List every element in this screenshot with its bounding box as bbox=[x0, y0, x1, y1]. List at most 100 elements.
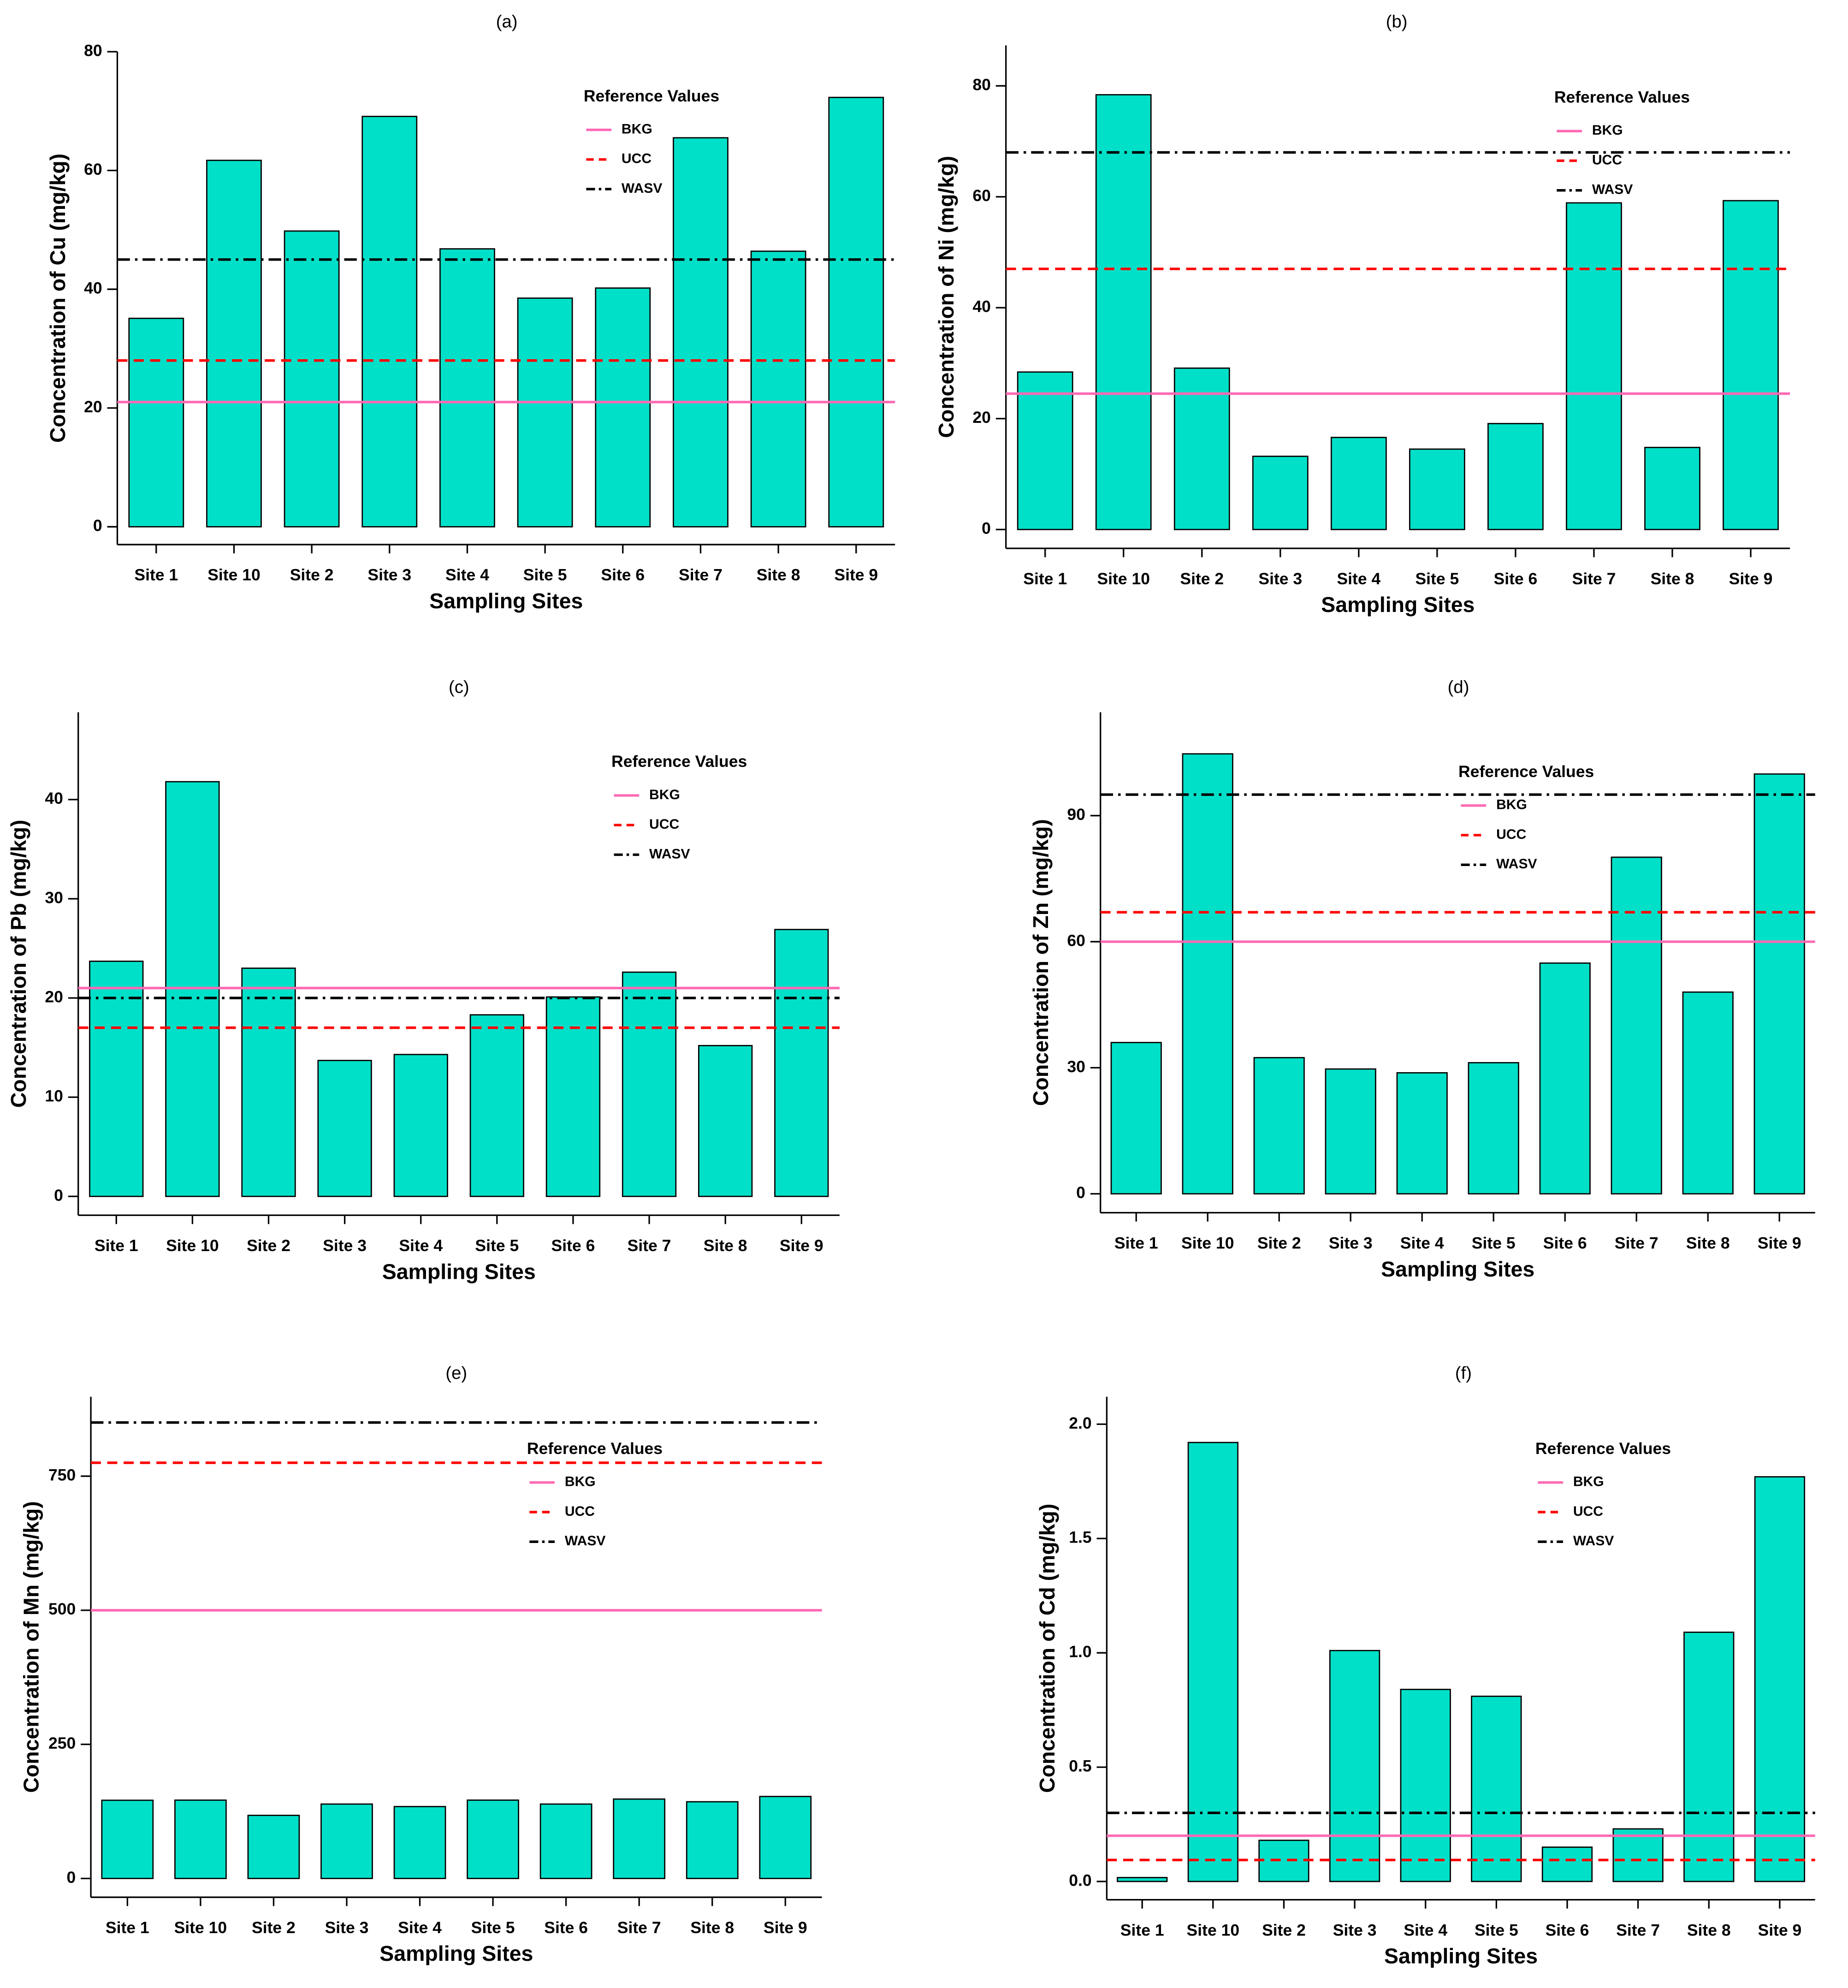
x-tick-label: Site 7 bbox=[1616, 1921, 1660, 1939]
y-tick-label: 40 bbox=[84, 279, 102, 297]
x-tick-label: Site 3 bbox=[323, 1236, 367, 1255]
x-tick-label: Site 5 bbox=[1472, 1234, 1516, 1252]
bar bbox=[393, 1806, 446, 1879]
legend-title: Reference Values bbox=[611, 752, 747, 771]
bar bbox=[517, 297, 573, 528]
bar bbox=[1644, 446, 1700, 530]
x-tick-label: Site 10 bbox=[174, 1918, 227, 1937]
x-tick-label: Site 3 bbox=[367, 566, 411, 584]
bar bbox=[673, 137, 729, 528]
y-tick-label: 40 bbox=[972, 297, 991, 316]
bar bbox=[1723, 200, 1779, 530]
legend-label: WASV bbox=[1573, 1533, 1614, 1549]
x-tick-label: Site 2 bbox=[1257, 1234, 1301, 1252]
legend-label: BKG bbox=[649, 787, 680, 802]
x-tick-label: Site 1 bbox=[95, 1236, 138, 1255]
bar bbox=[1683, 1632, 1735, 1882]
chart-title: (e) bbox=[445, 1363, 467, 1383]
x-tick-label: Site 3 bbox=[325, 1918, 369, 1937]
x-tick-label: Site 4 bbox=[399, 1236, 443, 1255]
x-tick-label: Site 7 bbox=[628, 1236, 671, 1255]
x-tick-label: Site 9 bbox=[1758, 1234, 1801, 1252]
bar bbox=[1753, 773, 1805, 1195]
legend-label: WASV bbox=[649, 846, 690, 861]
x-axis-label: Sampling Sites bbox=[429, 589, 583, 613]
bar bbox=[622, 971, 677, 1197]
x-tick-label: Site 9 bbox=[834, 566, 878, 584]
legend-label: BKG bbox=[1496, 797, 1527, 813]
x-tick-label: Site 5 bbox=[1415, 570, 1459, 588]
x-tick-label: Site 6 bbox=[1543, 1234, 1587, 1252]
x-axis-label: Sampling Sites bbox=[1321, 593, 1475, 617]
legend-label: UCC bbox=[1573, 1504, 1603, 1519]
bar bbox=[1187, 1442, 1238, 1882]
bar bbox=[1611, 856, 1662, 1195]
bar bbox=[1471, 1696, 1522, 1882]
legend-title: Reference Values bbox=[1458, 762, 1594, 781]
x-tick-label: Site 6 bbox=[1494, 570, 1538, 588]
x-tick-label: Site 1 bbox=[1114, 1234, 1158, 1252]
x-tick-label: Site 6 bbox=[544, 1918, 588, 1937]
x-tick-label: Site 10 bbox=[166, 1236, 219, 1255]
x-tick-label: Site 9 bbox=[764, 1918, 807, 1937]
x-tick-label: Site 7 bbox=[1572, 570, 1616, 588]
x-axis-label: Sampling Sites bbox=[1384, 1944, 1538, 1968]
y-tick-label: 80 bbox=[84, 41, 102, 59]
y-tick-label: 0 bbox=[982, 519, 991, 538]
legend-label: BKG bbox=[1592, 123, 1623, 138]
bar bbox=[1017, 371, 1073, 530]
y-tick-label: 0.5 bbox=[1069, 1757, 1091, 1775]
y-tick-label: 60 bbox=[84, 160, 102, 178]
y-axis-label: Concentration of Ni (mg/kg) bbox=[934, 156, 958, 438]
y-tick-label: 1.5 bbox=[1069, 1528, 1091, 1547]
bar bbox=[774, 929, 829, 1197]
x-tick-label: Site 5 bbox=[523, 566, 567, 584]
legend-label: WASV bbox=[622, 181, 663, 196]
x-tick-label: Site 9 bbox=[1758, 1921, 1802, 1939]
y-tick-label: 20 bbox=[972, 408, 991, 427]
bar bbox=[1329, 1650, 1380, 1882]
bar bbox=[759, 1796, 812, 1879]
bar bbox=[317, 1060, 372, 1197]
chart-title: (c) bbox=[449, 677, 469, 697]
bar bbox=[1400, 1689, 1451, 1882]
chart-title: (b) bbox=[1386, 12, 1408, 31]
x-tick-label: Site 7 bbox=[1615, 1234, 1658, 1252]
x-tick-label: Site 5 bbox=[475, 1236, 519, 1255]
x-tick-label: Site 1 bbox=[134, 566, 178, 584]
bar bbox=[750, 250, 806, 528]
bar bbox=[284, 230, 340, 528]
bar bbox=[1682, 991, 1734, 1195]
bar bbox=[1754, 1476, 1806, 1882]
bar bbox=[1409, 448, 1465, 530]
bar bbox=[1566, 202, 1622, 530]
legend-title: Reference Values bbox=[527, 1439, 663, 1458]
bar bbox=[1095, 94, 1152, 530]
bar bbox=[1252, 456, 1309, 530]
bar bbox=[613, 1798, 666, 1879]
x-tick-label: Site 6 bbox=[601, 566, 645, 584]
bar bbox=[469, 1014, 524, 1197]
y-tick-label: 0 bbox=[66, 1868, 76, 1887]
x-tick-label: Site 6 bbox=[1546, 1921, 1589, 1939]
y-tick-label: 60 bbox=[972, 186, 991, 205]
chart-title: (a) bbox=[496, 12, 518, 31]
x-tick-label: Site 1 bbox=[106, 1918, 149, 1937]
x-axis-label: Sampling Sites bbox=[382, 1259, 536, 1283]
y-tick-label: 80 bbox=[972, 76, 991, 94]
legend-title: Reference Values bbox=[584, 87, 719, 105]
y-tick-label: 250 bbox=[48, 1734, 76, 1752]
bar bbox=[174, 1799, 227, 1879]
y-tick-label: 10 bbox=[45, 1087, 63, 1105]
bar bbox=[828, 96, 884, 528]
y-axis-label: Concentration of Cu (mg/kg) bbox=[46, 154, 70, 443]
bar bbox=[1330, 437, 1387, 530]
x-tick-label: Site 2 bbox=[1180, 570, 1224, 588]
y-tick-label: 90 bbox=[1067, 805, 1085, 824]
x-tick-label: Site 2 bbox=[247, 1236, 290, 1255]
bar bbox=[1117, 1877, 1168, 1882]
y-tick-label: 500 bbox=[48, 1600, 76, 1618]
legend-label: UCC bbox=[622, 151, 652, 166]
